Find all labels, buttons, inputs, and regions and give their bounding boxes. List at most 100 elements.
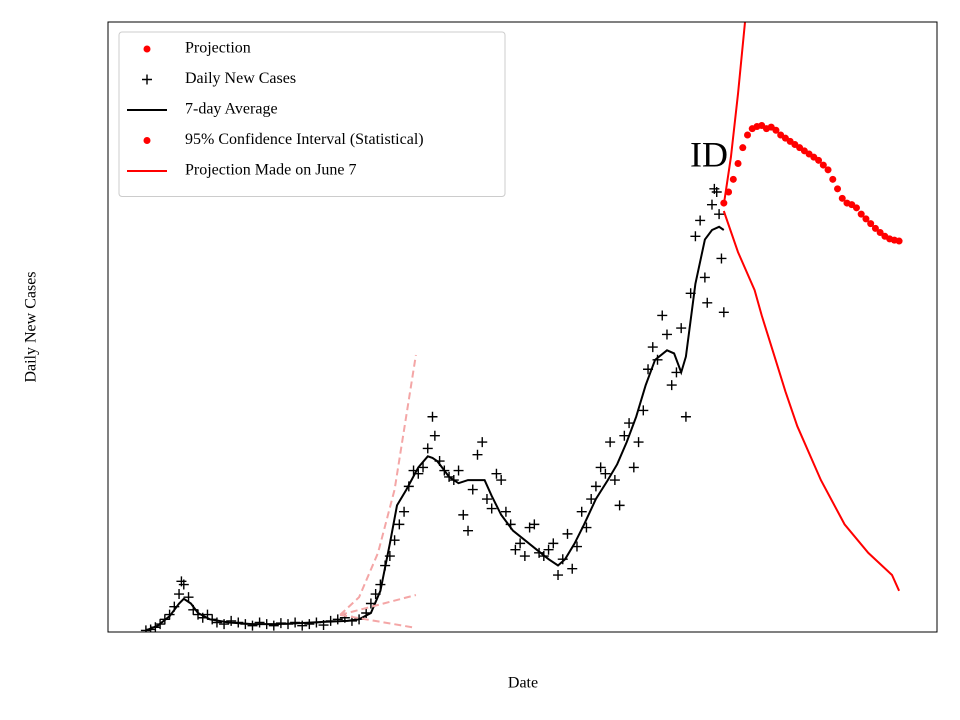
data-point xyxy=(422,443,433,454)
data-point xyxy=(671,367,682,378)
legend-swatch xyxy=(143,45,151,53)
legend-label: Daily New Cases xyxy=(185,70,296,87)
data-point xyxy=(857,210,865,218)
data-point xyxy=(515,538,526,549)
data-point xyxy=(247,620,258,631)
legend-label: Projection Made on June 7 xyxy=(185,162,357,179)
data-point xyxy=(463,525,474,536)
data-point xyxy=(304,619,315,630)
legend-swatch xyxy=(143,137,151,144)
data-point xyxy=(638,405,649,416)
data-point xyxy=(548,538,559,549)
plot-area xyxy=(140,22,903,632)
data-point xyxy=(510,544,521,555)
data-point xyxy=(595,462,606,473)
data-point xyxy=(576,506,587,517)
data-point xyxy=(254,617,265,628)
data-point xyxy=(183,592,194,603)
data-point xyxy=(661,329,672,340)
data-point xyxy=(619,430,630,441)
data-point xyxy=(680,411,691,422)
data-point xyxy=(624,418,635,429)
data-point xyxy=(647,342,658,353)
data-point xyxy=(467,484,478,495)
legend-label: 7-day Average xyxy=(185,101,278,118)
data-point xyxy=(633,437,644,448)
data-point xyxy=(690,231,701,242)
data-point xyxy=(718,307,729,318)
data-point xyxy=(500,506,511,517)
data-point xyxy=(567,563,578,574)
data-point xyxy=(734,159,742,167)
legend-label: Projection xyxy=(185,40,251,57)
data-point xyxy=(429,430,440,441)
data-point xyxy=(211,617,222,628)
data-point xyxy=(453,465,464,476)
data-point xyxy=(729,175,737,183)
data-point xyxy=(852,204,860,212)
data-point xyxy=(657,310,668,321)
data-point xyxy=(496,475,507,486)
data-point xyxy=(706,199,717,210)
data-point xyxy=(226,615,237,626)
data-point xyxy=(867,220,875,228)
data-point xyxy=(458,509,469,520)
data-line xyxy=(339,613,417,629)
data-point xyxy=(628,462,639,473)
data-point xyxy=(862,215,870,223)
data-point xyxy=(529,519,540,530)
data-point xyxy=(586,494,597,505)
data-point xyxy=(394,519,405,530)
data-point xyxy=(829,175,837,183)
data-point xyxy=(815,156,823,164)
data-point xyxy=(716,253,727,264)
annotation: ID xyxy=(690,134,728,174)
data-point xyxy=(714,209,725,220)
data-point xyxy=(695,215,706,226)
data-point xyxy=(819,161,827,169)
data-line xyxy=(145,225,725,632)
y-axis-label: Daily New Cases xyxy=(23,271,40,382)
legend-box xyxy=(118,31,506,197)
data-point xyxy=(472,449,483,460)
data-point xyxy=(666,380,677,391)
data-line xyxy=(339,354,417,616)
data-point xyxy=(562,528,573,539)
data-point xyxy=(699,272,710,283)
data-point xyxy=(477,437,488,448)
data-point xyxy=(739,144,747,152)
data-point xyxy=(332,614,343,625)
data-point xyxy=(614,500,625,511)
data-point xyxy=(519,551,530,562)
data-point xyxy=(895,237,903,245)
data-point xyxy=(140,625,151,632)
data-point xyxy=(605,437,616,448)
data-point xyxy=(268,620,279,631)
data-line xyxy=(339,594,417,616)
data-point xyxy=(553,570,564,581)
data-point xyxy=(834,185,842,193)
data-point xyxy=(711,186,722,197)
legend: Projection Daily New Cases 7-day Average 95… xyxy=(118,31,506,197)
data-line xyxy=(722,22,901,592)
data-point xyxy=(418,462,429,473)
data-point xyxy=(486,503,497,514)
legend-label: 95% Confidence Interval (Statistical) xyxy=(185,131,424,148)
data-point xyxy=(871,224,879,232)
data-point xyxy=(600,468,611,479)
x-axis-label: Date xyxy=(508,675,538,692)
data-point xyxy=(174,589,185,600)
data-point xyxy=(590,481,601,492)
data-point xyxy=(838,194,846,202)
data-point xyxy=(543,544,554,555)
data-point xyxy=(178,579,189,590)
data-point xyxy=(772,126,780,134)
data-point xyxy=(491,468,502,479)
data-point xyxy=(427,411,438,422)
data-point xyxy=(481,494,492,505)
axes-frame xyxy=(107,21,938,633)
data-point xyxy=(702,297,713,308)
data-point xyxy=(676,323,687,334)
